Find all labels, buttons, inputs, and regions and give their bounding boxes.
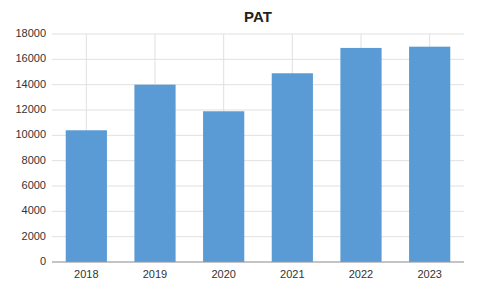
y-grid-line [52, 59, 464, 60]
x-tick-label: 2019 [143, 268, 167, 280]
y-grid-line [52, 211, 464, 212]
y-tick-label: 18000 [15, 27, 46, 39]
page: {"chart_data": {"type": "bar", "title": … [0, 0, 480, 290]
y-tick-label: 0 [40, 255, 46, 267]
x-tick-label: 2022 [349, 268, 373, 280]
y-grid-line [52, 84, 464, 85]
y-tick-label: 10000 [15, 128, 46, 140]
x-axis: 2018 2019 2020 2021 2022 2023 [74, 268, 442, 280]
y-tick-label: 16000 [15, 52, 46, 64]
bars [66, 47, 451, 262]
y-grid-line [52, 34, 464, 35]
y-tick-label: 2000 [22, 230, 46, 242]
bar [409, 47, 450, 262]
bar [66, 130, 107, 262]
bar [203, 111, 244, 262]
chart-container: 0 2000 4000 6000 8000 10000 12000 14000 16000 180… [0, 0, 480, 290]
x-tick-label: 2023 [417, 268, 441, 280]
chart: 0 2000 4000 6000 8000 10000 12000 14000 16000 180… [0, 0, 480, 290]
y-tick-label: 4000 [22, 204, 46, 216]
y-grid-line [52, 160, 464, 161]
y-tick-label: 6000 [22, 179, 46, 191]
grid [52, 34, 464, 262]
x-tick-label: 2018 [74, 268, 98, 280]
y-grid-line [52, 262, 464, 263]
bar [134, 85, 175, 262]
title: PAT [244, 8, 272, 25]
y-tick-label: 12000 [15, 103, 46, 115]
y-grid-line [52, 236, 464, 237]
x-tick-label: 2020 [211, 268, 235, 280]
y-grid-line [52, 135, 464, 136]
y-axis: 0 2000 4000 6000 8000 10000 12000 14000 16000 180… [15, 27, 46, 267]
x-tick-label: 2021 [280, 268, 304, 280]
y-tick-label: 14000 [15, 78, 46, 90]
y-grid-line [52, 186, 464, 187]
bar [340, 48, 381, 262]
y-grid-line [52, 110, 464, 111]
y-tick-label: 8000 [22, 154, 46, 166]
x-axis-line [52, 262, 464, 263]
bar [272, 73, 313, 262]
